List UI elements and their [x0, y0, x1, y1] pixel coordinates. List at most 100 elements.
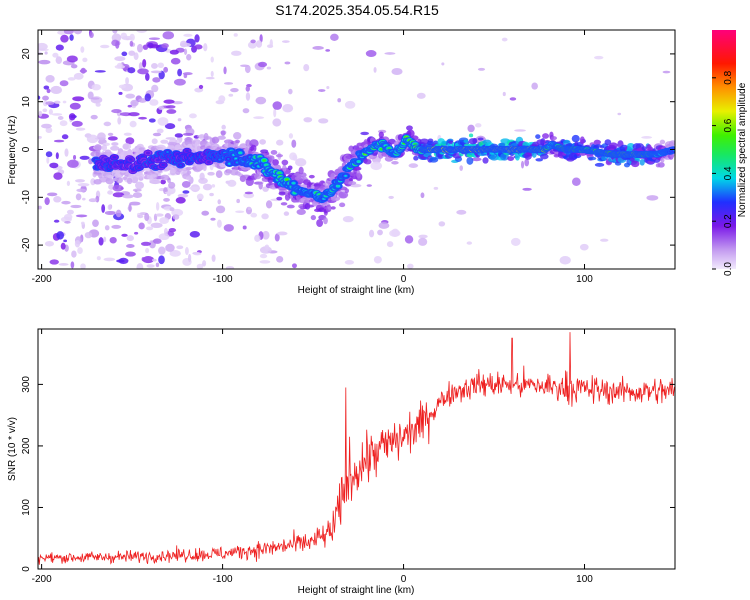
spectrogram-noise-cell	[337, 98, 342, 103]
spectrogram-noise-cell	[368, 229, 375, 238]
spectrogram-halo-cell	[594, 162, 605, 167]
spectrogram-halo-cell	[235, 139, 240, 144]
spectrogram-halo-cell	[604, 139, 612, 146]
figure-title: S174.2025.354.05.54.R15	[275, 2, 439, 18]
spectrogram-noise-cell	[217, 219, 222, 228]
spectrogram-noise-cell	[177, 68, 183, 77]
spectrogram-noise-cell	[265, 200, 273, 209]
spectrogram-noise-cell	[255, 40, 263, 48]
spectrogram-noise-cell	[54, 100, 61, 105]
spectrogram-noise-cell	[61, 200, 71, 205]
spectrogram-halo-cell	[356, 170, 361, 179]
spectrogram-noise-cell	[136, 263, 144, 269]
spectrogram-noise-cell	[391, 67, 403, 75]
spectrogram-noise-cell	[617, 112, 622, 116]
spectrogram-noise-cell	[38, 135, 42, 139]
spectrogram-noise-cell	[138, 116, 148, 120]
spectrogram-noise-cell	[126, 243, 135, 248]
spectrogram-ridge-cell	[380, 148, 383, 151]
spectrogram-noise-cell	[418, 237, 428, 246]
spectrogram-noise-cell	[145, 247, 150, 254]
spectrogram-noise-cell	[467, 124, 475, 133]
spectrogram-noise-cell	[80, 221, 85, 225]
spectrogram-halo-cell	[296, 208, 306, 215]
spectrogram-noise-cell	[149, 99, 159, 106]
spectrogram-halo-cell	[152, 132, 162, 137]
spectrogram-ridge-cell	[207, 161, 211, 164]
spectrogram-halo-cell	[659, 139, 666, 145]
spectrogram-noise-cell	[559, 256, 571, 265]
spectrogram-noise-cell	[228, 93, 234, 97]
spectrogram-halo-cell	[535, 158, 544, 162]
spectrogram-y-tick-label: -20	[21, 237, 32, 252]
spectrogram-noise-cell	[215, 205, 226, 214]
spectrogram-ridge-cell	[278, 172, 281, 175]
spectrogram-noise-cell	[57, 116, 64, 120]
spectrogram-noise-cell	[112, 192, 125, 198]
spectrogram-halo-cell	[160, 174, 170, 181]
spectrogram-noise-cell	[130, 99, 139, 107]
snr-frame	[37, 328, 676, 570]
spectrogram-noise-cell	[408, 163, 419, 168]
spectrogram-halo-cell	[468, 133, 474, 138]
spectrogram-noise-cell	[274, 233, 280, 242]
spectrogram-noise-cell	[262, 186, 269, 192]
spectrogram-noise-cell	[471, 157, 482, 162]
spectrogram-noise-cell	[196, 263, 204, 269]
spectrogram-halo-cell	[276, 196, 283, 201]
spectrogram-noise-cell	[389, 229, 401, 237]
spectrogram-noise-cell	[250, 39, 256, 44]
spectrogram-noise-cell	[284, 61, 291, 65]
spectrogram-halo-cell	[160, 139, 169, 144]
spectrogram-noise-cell	[66, 55, 78, 63]
spectrogram-noise-cell	[53, 219, 60, 223]
spectrogram-halo-cell	[94, 144, 102, 152]
spectrogram-noise-cell	[223, 82, 234, 85]
spectrogram-noise-cell	[163, 227, 168, 236]
colorbar-ticks: 0.0 0.2 0.4 0.6 0.8	[712, 70, 734, 276]
snr-x-label: Height of straight line (km)	[298, 585, 415, 596]
spectrogram-halo-cell	[168, 181, 176, 189]
spectrogram-noise-cell	[88, 198, 98, 203]
spectrogram-noise-cell	[138, 222, 145, 230]
spectrogram-noise-cell	[259, 253, 268, 259]
spectrogram-noise-cell	[111, 109, 122, 114]
snr-y-label: SNR (10 * v/v)	[7, 417, 18, 481]
snr-series-line	[38, 332, 675, 565]
spectrogram-y-tick-label: 0	[21, 146, 32, 152]
spectrogram-ridge-cell	[161, 163, 165, 166]
spectrogram-noise-cell	[63, 239, 68, 243]
spectrogram-noise-cell	[53, 172, 63, 180]
spectrogram-ridge-cell	[138, 166, 141, 169]
spectrogram-halo-cell	[477, 137, 484, 141]
spectrogram-noise-cell	[82, 197, 86, 201]
spectrogram-noise-cell	[466, 241, 473, 245]
spectrogram-ridge-cell	[154, 166, 157, 169]
spectrogram-noise-cell	[152, 77, 161, 83]
spectrogram-halo-cell	[542, 133, 550, 139]
spectrogram-halo-cell	[669, 140, 675, 146]
spectrogram-noise-cell	[259, 260, 271, 264]
spectrogram-noise-cell	[148, 37, 160, 40]
spectrogram-noise-cell	[276, 256, 284, 263]
spectrogram-noise-cell	[225, 266, 235, 269]
spectrogram-halo-cell	[258, 181, 263, 190]
colorbar-tick-label: 0.8	[723, 70, 734, 84]
spectrogram-noise-cell	[141, 257, 145, 262]
spectrogram-noise-cell	[69, 102, 81, 110]
colorbar: 0.0 0.2 0.4 0.6 0.8 Normalized spectral ampl…	[712, 30, 748, 276]
spectrogram-noise-cell	[92, 219, 99, 227]
spectrogram-halo-cell	[151, 138, 158, 145]
snr-y-tick-label: 0	[21, 566, 32, 572]
spectrogram-halo-cell	[413, 155, 419, 161]
spectrogram-noise-cell	[42, 95, 49, 101]
spectrogram-noise-cell	[64, 148, 69, 157]
spectrogram-noise-cell	[136, 43, 143, 53]
spectrogram-ridge-cell	[156, 159, 160, 162]
spectrogram-noise-cell	[67, 77, 76, 81]
spectrogram-noise-cell	[579, 243, 589, 251]
spectrogram-noise-cell	[132, 188, 142, 192]
spectrogram-noise-cell	[95, 102, 101, 107]
spectrogram-noise-cell	[183, 48, 188, 56]
spectrogram-noise-cell	[79, 155, 90, 160]
